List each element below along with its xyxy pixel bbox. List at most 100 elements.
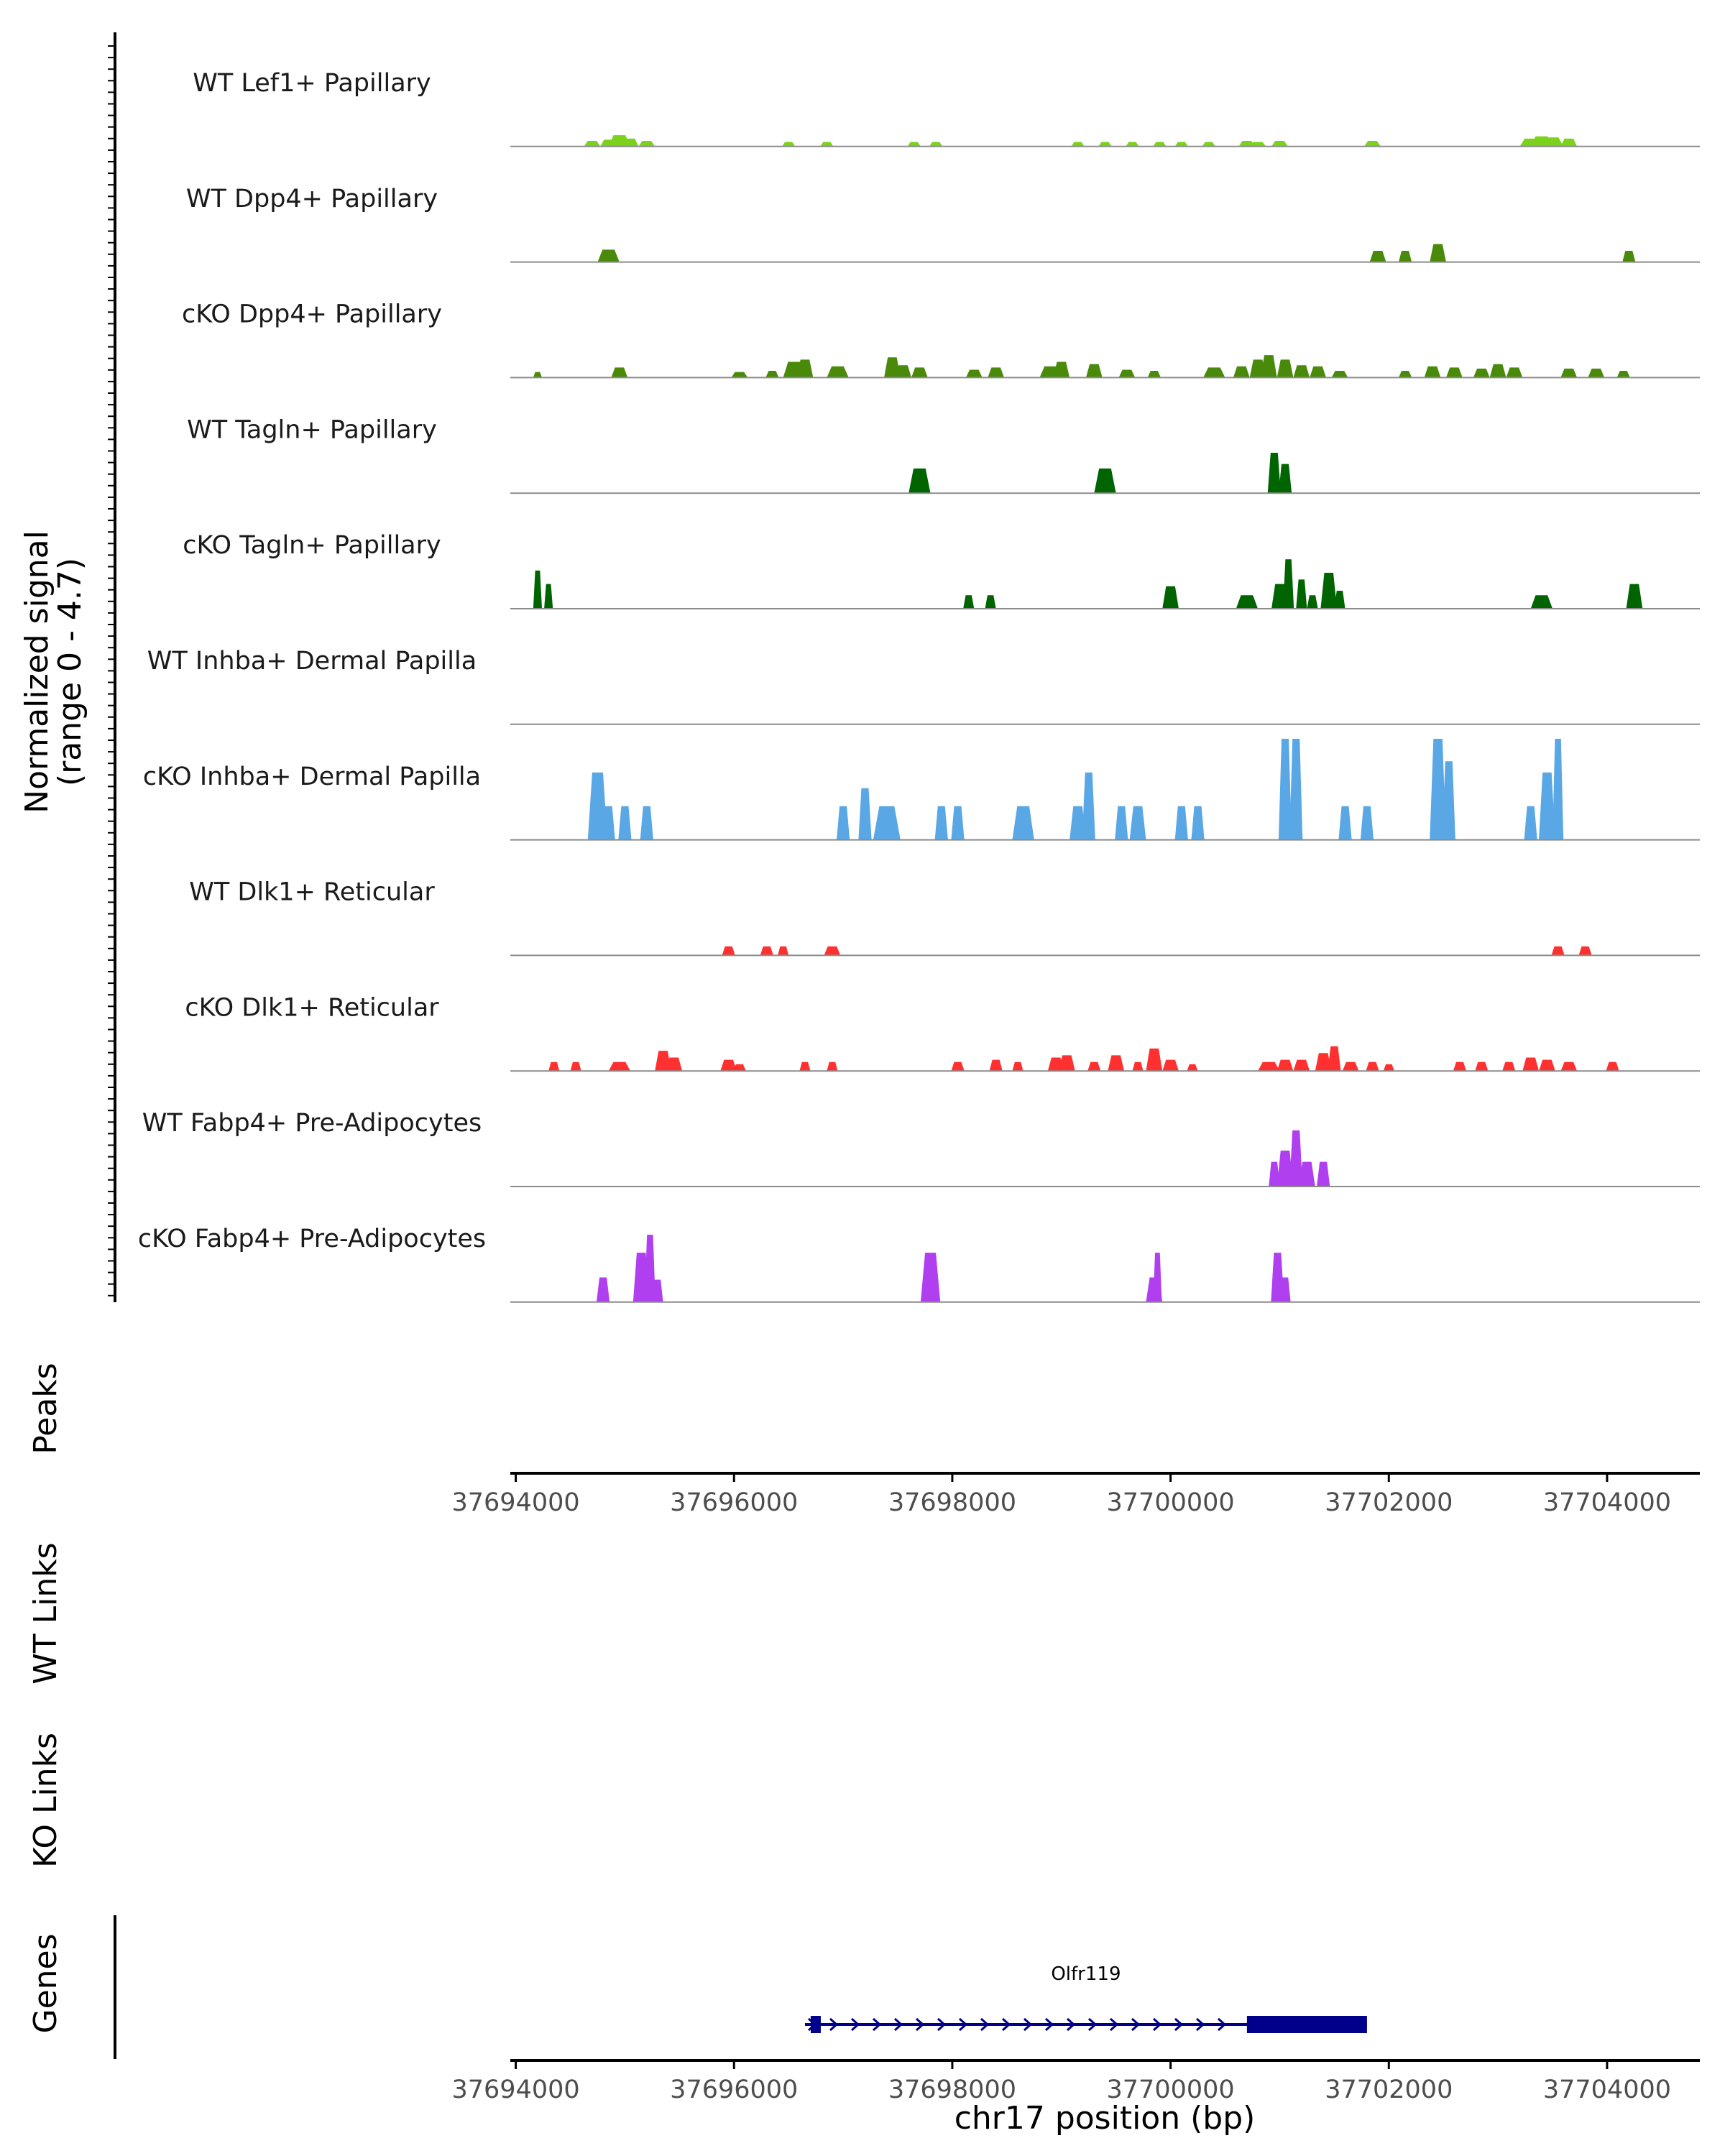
strand-arrow [872,2017,882,2032]
x-tick-label: 37704000 [1543,2076,1671,2104]
coverage-peak [895,365,911,378]
track: WT Lef1+ Papillary [193,69,1700,147]
track: cKO Fabp4+ Pre-Adipocytes [138,1225,1700,1303]
track-label: WT Lef1+ Papillary [193,69,431,98]
genes-panel-title: Genes [27,1933,64,2033]
coverage-peak [1445,367,1463,378]
coverage-peak [1588,368,1605,378]
track-label: WT Fabp4+ Pre-Adipocytes [142,1109,482,1138]
track: cKO Tagln+ Papillary [183,531,1700,609]
coverage-peak [1560,368,1578,378]
coverage-peak [1132,1061,1144,1072]
coverage-peak [533,372,543,378]
coverage-peak [827,366,849,378]
track-label: cKO Fabp4+ Pre-Adipocytes [138,1225,486,1253]
coverage-peak [1453,1061,1467,1072]
genes-x-axis: 37694000 37696000 37698000 37700000 37702000… [452,2059,1700,2104]
coverage-peak [1012,1061,1024,1072]
coverage-peak [1162,586,1179,609]
x-tick-label: 37702000 [1325,2076,1453,2104]
coverage-peak [1331,371,1348,378]
track-label: WT Tagln+ Papillary [187,415,437,444]
coverage-peak [1539,772,1555,840]
coverage-peak [1271,1253,1284,1302]
strand-arrow [1174,2017,1184,2032]
coverage-peak [722,946,735,956]
coverage-peak [1338,806,1352,840]
coverage-peak [782,142,796,147]
coverage-peak [1269,1161,1280,1187]
coverage-peak [544,584,553,609]
coverage-peak [1082,772,1095,840]
coverage-peak [1328,1046,1341,1072]
coverage-peak [985,595,996,609]
coverage-peak [1317,1161,1330,1187]
coverage-peak [1278,739,1292,840]
coverage-peak [1398,371,1412,378]
coverage-peak [1174,806,1188,840]
coverage-peak [1276,359,1294,378]
x-tick-label: 37700000 [1107,2076,1235,2104]
x-tick-label: 37700000 [1107,1488,1235,1517]
track: cKO Dpp4+ Papillary [182,300,1700,379]
strand-arrow [1109,2017,1119,2032]
coverage-peak [1315,1053,1332,1072]
track: WT Inhba+ Dermal Papilla [147,647,1700,725]
strand-arrow [807,2017,817,2032]
coverage-peak [1098,142,1112,147]
coverage-peak [1289,1130,1303,1187]
x-tick-label: 37696000 [670,1488,798,1517]
track: WT Dpp4+ Papillary [186,185,1700,263]
coverage-peak [1162,1059,1179,1072]
coverage-peak [1191,806,1205,840]
coverage-peak [732,1064,746,1072]
strand-arrow [980,2017,990,2032]
coverage-peak [1293,1059,1310,1072]
coverage-peak [820,142,834,147]
coverage-peak [884,357,901,378]
coverage-peak [1541,137,1564,147]
coverage-peak [1118,369,1136,378]
coverage-peak [1551,946,1565,956]
coverage-peak [1560,138,1578,147]
coverage-peak [596,1277,610,1302]
y-axis-title-line-1: Normalized signal [19,530,55,814]
track-label: cKO Inhba+ Dermal Papilla [143,763,481,791]
coverage-peak [920,1253,941,1302]
strand-arrow [1195,2017,1205,2032]
coverage-peak [1524,806,1537,840]
coverage-peak [1278,464,1292,494]
coverage-peak [602,806,615,840]
coverage-peak [1539,1059,1555,1072]
track: cKO Dlk1+ Reticular [185,993,1700,1072]
coverage-peak [1578,946,1592,956]
coverage-peak [1398,250,1412,262]
strand-arrow [1217,2017,1227,2032]
strand-arrow [1066,2017,1076,2032]
coverage-peak [827,1061,838,1072]
strand-arrow [1152,2017,1162,2032]
coverage-peak [640,806,653,840]
coverage-peak [1146,1048,1163,1072]
coverage-peak [1236,595,1259,609]
coverage-peak [1174,142,1188,147]
coverage-peak [1282,559,1294,609]
coverage-peak [908,468,931,494]
coverage-peak [1129,806,1146,840]
coverage-peak [907,142,921,147]
coverage-peak [644,1235,656,1302]
strand-arrow [1023,2017,1033,2032]
coverage-peak [1126,142,1139,147]
x-tick-label: 37696000 [670,2076,798,2104]
coverage-peak [1342,1061,1359,1072]
coverage-peak [799,1061,811,1072]
coverage-peak [760,946,773,956]
coverage-peak [963,595,975,609]
coverage-peak [796,359,814,378]
coverage-peak [1085,364,1103,378]
track-label: WT Inhba+ Dermal Papilla [147,647,477,676]
coverage-peak [1424,366,1441,378]
coverage-peak [1622,250,1636,262]
y-axis-ticks [108,45,115,1296]
